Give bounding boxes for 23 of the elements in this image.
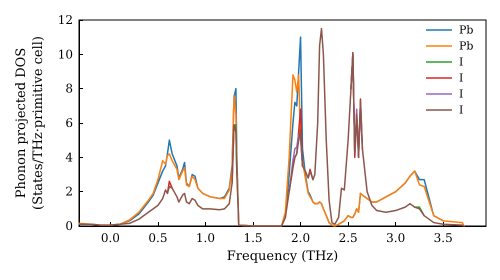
x-axis-title: Frequency (THz) bbox=[226, 249, 338, 264]
x-tick-label: 0.0 bbox=[100, 231, 120, 245]
legend-label: I bbox=[459, 104, 464, 116]
y-tick-label: 6 bbox=[65, 116, 73, 130]
y-tick-label: 0 bbox=[65, 219, 73, 233]
x-tick-label: 1.0 bbox=[196, 231, 216, 245]
y-axis-title: Phonon projected DOS (States/THz·primitive cell) bbox=[14, 36, 46, 210]
x-tick-label: 2.0 bbox=[291, 231, 310, 245]
legend-label: Pb bbox=[459, 40, 474, 52]
y-tick-label: 2 bbox=[65, 184, 73, 199]
x-tick-label: 0.5 bbox=[148, 231, 168, 245]
y-tick-label: 12 bbox=[58, 13, 73, 27]
x-tick-label: 3.0 bbox=[386, 231, 406, 245]
legend-label: I bbox=[459, 72, 464, 84]
x-tick-label: 1.5 bbox=[243, 231, 263, 245]
legend-label: I bbox=[459, 56, 464, 68]
y-tick-label: 10 bbox=[58, 47, 73, 62]
x-tick-label: 3.5 bbox=[434, 231, 453, 245]
y-tick-label: 4 bbox=[65, 150, 74, 164]
x-tick-label: 2.5 bbox=[338, 231, 358, 245]
legend-label: Pb bbox=[459, 24, 474, 36]
legend-label: I bbox=[459, 88, 464, 100]
y-tick-label: 8 bbox=[65, 82, 73, 96]
